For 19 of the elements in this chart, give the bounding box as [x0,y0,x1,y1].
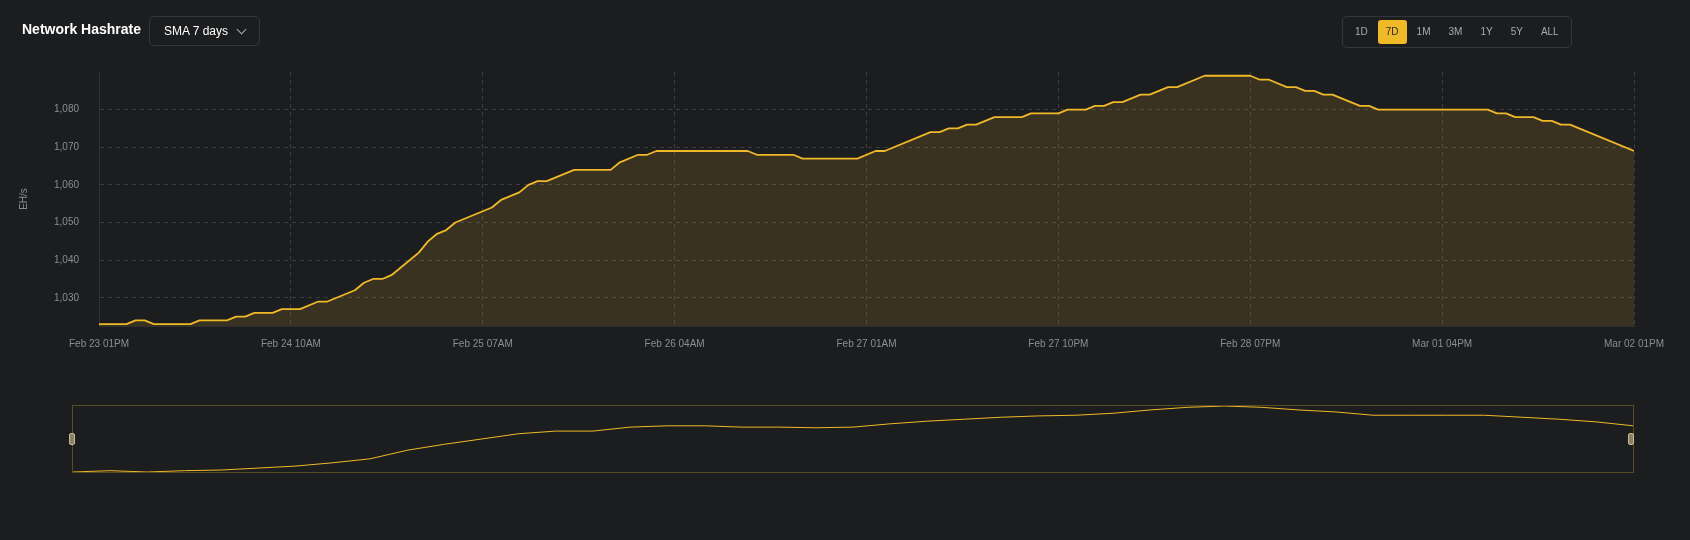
x-tick-label: Feb 23 01PM [69,337,130,349]
x-tick-label: Mar 02 01PM [1603,337,1665,349]
y-tick-label: 1,050 [53,216,80,228]
x-tick-label: Feb 28 07PM [1220,337,1281,349]
x-tick-label: Feb 24 10AM [260,337,321,349]
x-tick-label: Feb 27 01AM [836,337,897,349]
y-tick-label: 1,070 [53,141,80,153]
y-axis-title: EH/s [17,188,29,210]
x-tick-label: Feb 25 07AM [452,337,513,349]
y-tick-label: 1,040 [53,253,80,265]
y-tick-label: 1,080 [53,103,80,115]
x-tick-label: Feb 26 04AM [644,337,705,349]
x-tick-label: Feb 27 10PM [1028,337,1089,349]
range-selector: 1D 7D 1M 3M 1Y 5Y ALL [1342,16,1572,48]
chart-title: Network Hashrate [22,21,142,37]
y-tick-label: 1,060 [53,178,80,190]
x-tick-label: Mar 01 04PM [1412,337,1473,349]
y-tick-label: 1,030 [53,291,80,303]
dropdown: SMA 7 days [149,16,261,46]
